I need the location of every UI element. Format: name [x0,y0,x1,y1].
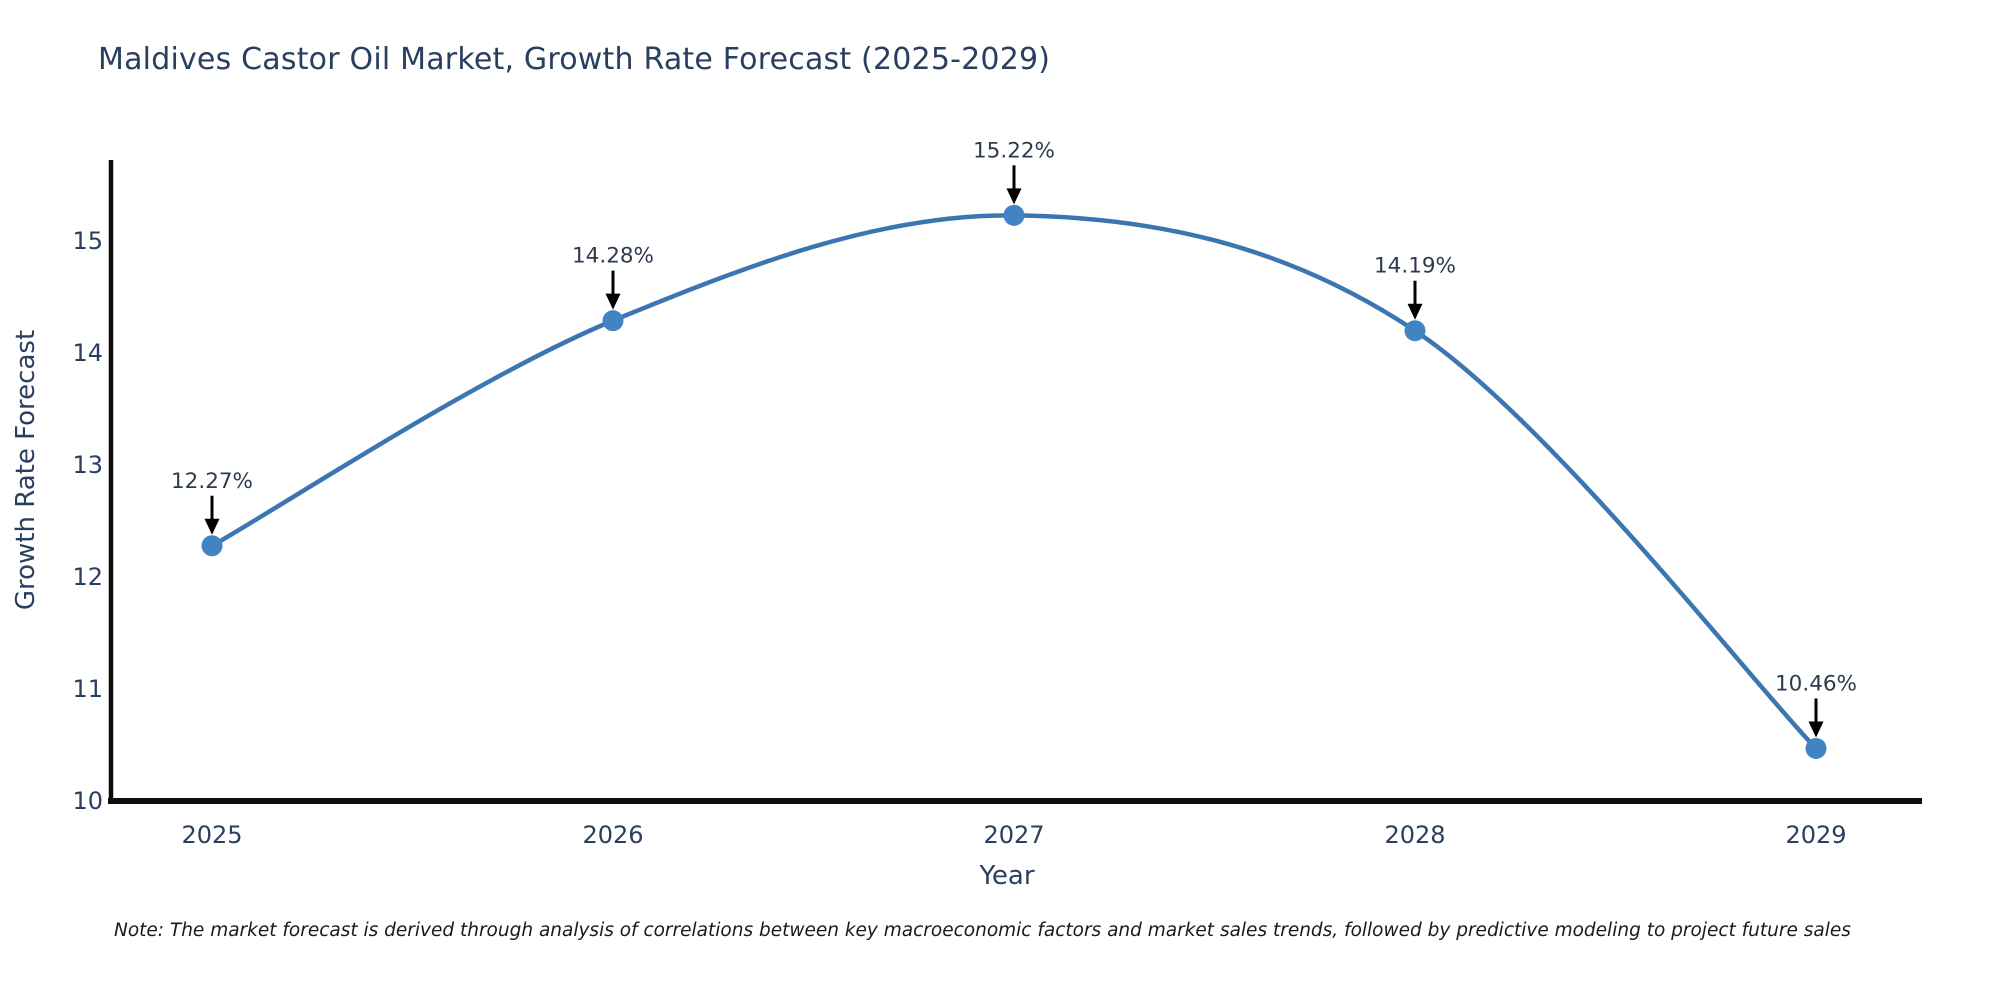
data-point-marker [201,535,223,557]
x-tick-label: 2027 [983,821,1044,849]
x-tick-label: 2025 [181,821,242,849]
y-tick-label: 13 [72,451,103,479]
annotation-arrowhead [204,518,220,535]
data-point-marker [1805,737,1827,759]
y-tick-label: 10 [72,787,103,815]
x-tick-label: 2028 [1384,821,1445,849]
footnote: Note: The market forecast is derived thr… [114,920,1851,941]
x-tick-label: 2029 [1785,821,1846,849]
x-tick-label: 2026 [582,821,643,849]
y-tick-label: 15 [72,227,103,255]
data-point-marker [1003,204,1025,226]
data-point-label: 14.28% [572,244,654,269]
trend-line [209,213,1819,751]
data-point-marker [1404,320,1426,342]
y-tick-label: 14 [72,339,103,367]
y-tick-label: 11 [72,675,103,703]
annotation-arrowhead [1407,303,1423,320]
annotation-arrowhead [1006,188,1022,205]
data-point-label: 12.27% [171,469,253,494]
chart-title: Maldives Castor Oil Market, Growth Rate … [98,42,1051,77]
y-tick-label: 12 [72,563,103,591]
data-point-marker [602,310,624,332]
data-point-label: 15.22% [973,138,1055,163]
x-axis-title: Year [979,861,1035,891]
annotation-arrowhead [605,293,621,310]
annotation-arrowhead [1808,721,1824,738]
data-point-label: 10.46% [1775,671,1857,696]
data-point-label: 14.19% [1374,254,1456,279]
